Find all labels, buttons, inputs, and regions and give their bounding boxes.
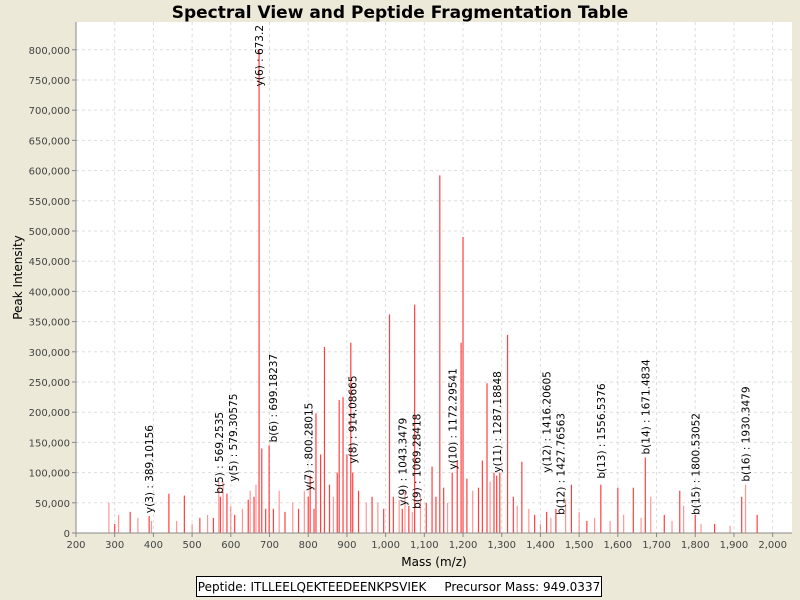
chart-title: Spectral View and Peptide Fragmentation … <box>171 3 629 23</box>
y-tick-label: 650,000 <box>29 136 70 147</box>
plot-area <box>76 22 792 533</box>
x-tick-label: 300 <box>105 540 124 551</box>
spectrum-chart: 200 300 400 500 600 700 800 900 1,000 1,100 1,200 1… <box>11 22 792 569</box>
y-tick-label: 350,000 <box>29 318 70 329</box>
y-tick-label: 550,000 <box>29 197 70 208</box>
y-tick-label: 0 <box>64 529 70 540</box>
x-tick-label: 1,900 <box>720 540 749 551</box>
y-axis-label: Peak Intensity <box>11 235 25 320</box>
x-tick-label: 700 <box>260 540 279 551</box>
peak-annotation: y(10) : 1172.29541 <box>447 368 459 469</box>
peak-annotation: b(5) : 569.2535 <box>214 412 226 494</box>
peak-annotation: y(5) : 579.30575 <box>228 394 240 482</box>
y-tick-label: 800,000 <box>29 46 70 57</box>
x-tick-label: 1,300 <box>487 540 516 551</box>
y-tick-label: 200,000 <box>29 408 70 419</box>
y-tick-label: 250,000 <box>29 378 70 389</box>
peak-annotation: y(3) : 389.10156 <box>144 425 156 513</box>
x-tick-label: 1,400 <box>526 540 555 551</box>
y-tick-label: 150,000 <box>29 438 70 449</box>
x-tick-label: 800 <box>299 540 318 551</box>
x-tick-label: 600 <box>221 540 240 551</box>
y-tick-label: 500,000 <box>29 227 70 238</box>
peptide-label: Peptide: ITLLEELQEKTEEDEENKPSVIEK <box>197 579 427 594</box>
x-tick-label: 500 <box>183 540 202 551</box>
x-tick-label: 400 <box>144 540 163 551</box>
peak-annotation: y(7) : 800.28015 <box>303 403 315 491</box>
x-tick-label: 1,800 <box>681 540 710 551</box>
peak-annotation: b(13) : 1556.5376 <box>596 383 608 479</box>
peak-annotation: b(14) : 1671.4834 <box>641 359 653 455</box>
x-tick-label: 1,500 <box>565 540 594 551</box>
peak-annotation: b(9) : 1069.28418 <box>411 414 423 509</box>
peak-annotation: y(12) : 1416.20605 <box>542 371 554 472</box>
peak-annotation: y(6) : 673.2 <box>254 25 266 86</box>
y-tick-label: 450,000 <box>29 257 70 268</box>
peak-annotation: b(16) : 1930.3479 <box>741 386 753 481</box>
peak-annotation: y(8) : 914.08665 <box>347 375 359 463</box>
y-tick-label: 400,000 <box>29 287 70 298</box>
x-tick-label: 1,200 <box>449 540 478 551</box>
y-tick-label: 50,000 <box>35 499 70 510</box>
x-tick-label: 1,700 <box>642 540 671 551</box>
x-tick-label: 2,000 <box>758 540 787 551</box>
x-tick-label: 1,000 <box>371 540 400 551</box>
x-tick-label: 900 <box>337 540 356 551</box>
peak-annotation: b(12) : 1427.76563 <box>556 413 568 515</box>
y-tick-label: 750,000 <box>29 76 70 87</box>
peak-annotation: y(11) : 1287.18848 <box>492 371 504 472</box>
legend: Peptide: ITLLEELQEKTEEDEENKPSVIEK Precur… <box>196 576 602 597</box>
x-tick-label: 200 <box>66 540 85 551</box>
y-tick-label: 700,000 <box>29 106 70 117</box>
peak-annotation: b(6) : 699.18237 <box>268 354 280 443</box>
y-tick-label: 300,000 <box>29 348 70 359</box>
x-axis-label: Mass (m/z) <box>401 555 466 569</box>
x-tick-label: 1,600 <box>604 540 633 551</box>
precursor-mass-label: Precursor Mass: 949.0337 <box>444 579 601 594</box>
x-tick-label: 1,100 <box>410 540 439 551</box>
y-tick-label: 600,000 <box>29 167 70 178</box>
y-tick-label: 100,000 <box>29 469 70 480</box>
peak-annotation: b(15) : 1800.53052 <box>690 413 702 515</box>
peak-annotation: y(9) : 1043.3479 <box>397 418 409 506</box>
